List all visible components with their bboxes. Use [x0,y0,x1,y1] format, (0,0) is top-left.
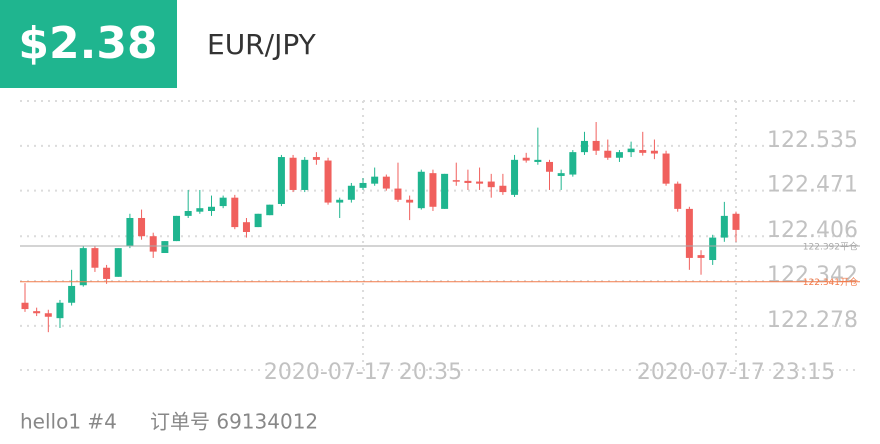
candle-body [266,204,274,216]
order-number: 订单号 69134012 [150,410,318,434]
y-tick-label: 122.278 [767,308,858,333]
candle-body [336,199,344,203]
candle-body [277,157,285,204]
candle-body [103,267,111,279]
price-line-label: 122.341开仓 [803,276,858,288]
candle-body [21,302,29,310]
candle-body [254,213,262,228]
candle-body [580,140,588,153]
candle-body [207,206,215,211]
x-tick-label: 2020-07-17 20:35 [264,360,462,385]
candle-body [464,180,472,183]
candle-body [627,148,635,153]
candle-body [138,217,146,237]
candle-body [499,185,507,193]
candle-body [546,161,554,172]
candle-body [173,215,181,242]
candle-body [149,236,157,252]
candle-body [79,248,87,286]
candle-body [511,159,519,195]
candle-body [639,150,647,153]
candle-body [91,248,99,268]
candle-body [662,153,670,184]
candle-body [709,237,717,261]
candle-body [56,302,64,319]
candle-body [242,222,250,232]
candle-body [371,176,379,184]
candle-body [44,313,52,317]
candle-body [289,157,297,190]
candle-body [301,159,309,190]
candle-body [324,160,332,203]
candle-body [312,157,320,160]
y-tick-label: 122.471 [767,173,858,198]
candle-body [604,150,612,158]
price-line-label: 122.392平仓 [803,241,858,253]
candle-body [184,210,192,216]
y-tick-label: 122.535 [767,128,858,153]
candle-body [382,176,390,189]
candle-body [441,173,449,209]
candle-body [685,208,693,258]
chart: 122.535 122.471 122.406 122.342 122.278 2020-… [20,100,860,385]
candle-body [359,182,367,188]
candle-body [161,241,169,254]
price-badge [0,0,177,88]
y-tick-label: 122.406 [767,218,858,243]
candle-body [650,150,658,154]
candle-body [697,255,705,258]
candle-body [394,188,402,200]
candle-body [68,285,76,303]
candle-body [452,180,460,182]
candle-body [476,181,484,184]
candle-body [615,152,623,158]
candle-body [569,152,577,175]
candle-body [592,140,600,151]
candle-body [33,311,41,314]
candle-body [429,173,437,207]
y-tick-label: 122.342 [767,263,858,288]
x-tick-label: 2020-07-17 23:15 [637,360,835,385]
candle-body [732,213,740,230]
candle-body [114,248,122,277]
user: hello1 #4 [20,410,117,434]
candle-body [557,173,565,176]
candle-body [417,171,425,209]
candle-body [534,159,542,162]
candle-body [219,197,227,207]
candle-body [196,208,204,212]
candle-body [126,217,134,247]
candle-body [522,157,530,161]
price: $2.38 [18,18,157,69]
candle-body [231,197,239,228]
symbol: EUR/JPY [207,28,317,61]
candle-body [406,199,414,203]
candle-body [720,215,728,238]
candle-body [347,185,355,200]
candle-body [674,183,682,209]
candle-body [487,181,495,188]
